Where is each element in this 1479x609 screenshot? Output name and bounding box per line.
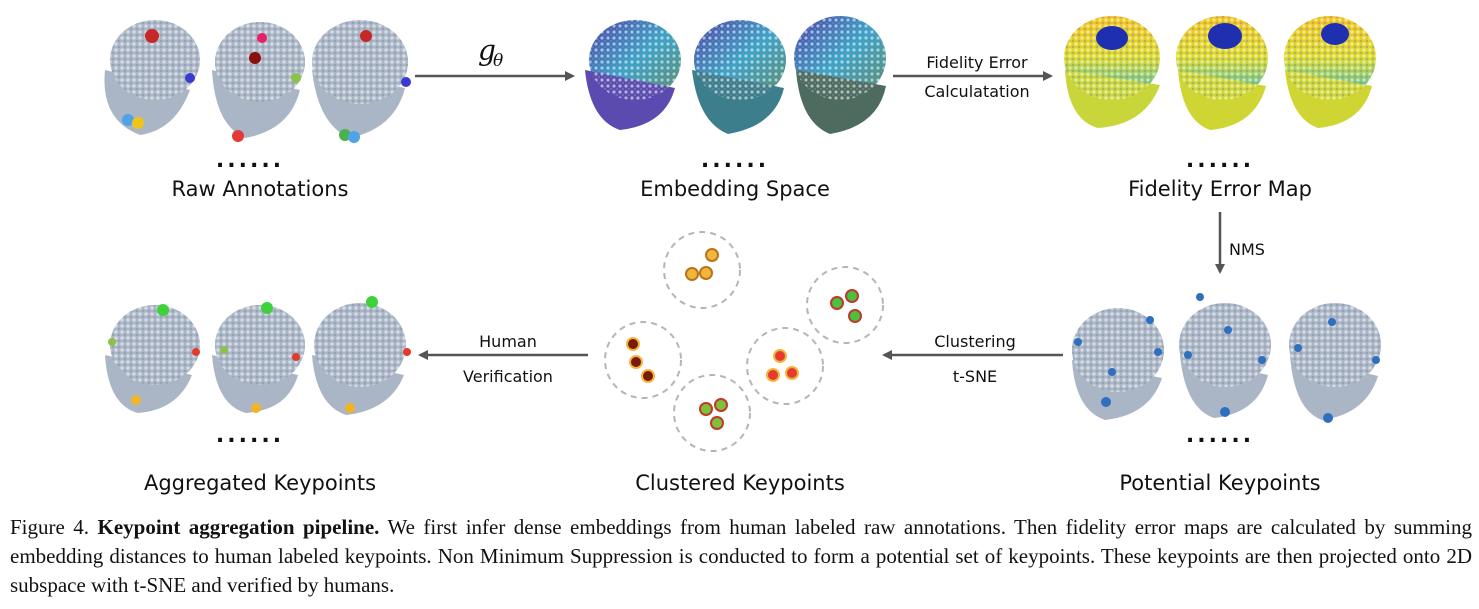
cap-cloud-embed-3: [794, 16, 886, 134]
cap-cloud-raw-1: [104, 20, 200, 135]
cluster-darkred: [604, 321, 682, 399]
caption-text: We first infer dense embeddings from hum…: [10, 515, 1473, 597]
embed-ellipsis: ......: [701, 148, 769, 173]
embedding-space-label: Embedding Space: [640, 177, 830, 201]
aggregated-keypoint-green: [261, 302, 273, 314]
cap-cloud-embed-1: [585, 20, 681, 130]
caption-prefix: Figure 4.: [10, 515, 90, 539]
keypoint-green-marker: [339, 129, 351, 141]
embedding-space-node: ...... Embedding Space: [585, 16, 886, 201]
clustering-edge: Clustering t-SNE: [882, 332, 1063, 386]
keypoint-red-marker: [232, 130, 244, 142]
potential-keypoint-marker: [1074, 338, 1082, 346]
cap-cloud-fidelity-3: [1284, 16, 1376, 128]
human-verification-edge: Human Verification: [418, 332, 588, 386]
potential-keypoint-marker: [1101, 397, 1111, 407]
potential-keypoint-marker: [1323, 413, 1333, 423]
low-error-region: [1096, 26, 1128, 50]
aggregated-keypoint-lime: [220, 346, 228, 354]
raw-annotations-node: ...... Raw Annotations: [104, 20, 411, 201]
aggregated-keypoint-red: [292, 353, 300, 361]
aggregated-keypoint-yellow: [345, 403, 355, 413]
aggregated-ellipsis: ......: [216, 423, 284, 448]
nms-label: NMS: [1229, 240, 1265, 259]
g-theta-subscript: θ: [493, 51, 503, 71]
aggregated-keypoints-node: ...... Aggregated Keypoints: [105, 296, 411, 495]
cap-cloud-potential-2: [1179, 293, 1271, 418]
aggregated-keypoints-label: Aggregated Keypoints: [144, 471, 376, 495]
human-label-line1: Human: [479, 332, 537, 351]
raw-annotations-label: Raw Annotations: [172, 177, 349, 201]
g-theta-symbol: g: [478, 34, 496, 67]
clustered-keypoints-label: Clustered Keypoints: [635, 471, 845, 495]
g-theta-edge: g θ: [415, 34, 575, 81]
fidelity-error-map-label: Fidelity Error Map: [1128, 177, 1312, 201]
nms-edge: NMS: [1215, 212, 1265, 274]
potential-keypoints-label: Potential Keypoints: [1119, 471, 1320, 495]
cap-cloud-potential-3: [1289, 303, 1381, 423]
potential-keypoint-marker: [1294, 344, 1302, 352]
aggregated-keypoint-red: [192, 348, 200, 356]
potential-keypoint-marker: [1146, 316, 1154, 324]
keypoint-blue-marker: [348, 131, 360, 143]
cap-cloud-raw-3: [312, 20, 411, 143]
keypoint-indigo-marker: [401, 77, 411, 87]
aggregated-keypoint-yellow: [251, 403, 261, 413]
fidelity-calc-edge: Fidelity Error Calculatation: [893, 53, 1053, 101]
cluster-orange: [663, 231, 741, 309]
keypoint-pink-marker: [257, 33, 267, 43]
clustering-label-line1: Clustering: [934, 332, 1016, 351]
cap-cloud-aggregated-1: [105, 304, 200, 413]
potential-keypoint-marker: [1154, 348, 1162, 356]
aggregated-keypoint-green: [157, 304, 169, 316]
cap-cloud-fidelity-1: [1064, 16, 1160, 128]
aggregated-keypoint-lime: [108, 338, 116, 346]
clustering-label-line2: t-SNE: [953, 367, 997, 386]
cap-cloud-fidelity-2: [1176, 16, 1268, 130]
keypoint-darkred-marker: [249, 52, 261, 64]
potential-keypoint-marker: [1328, 318, 1336, 326]
fidelity-ellipsis: ......: [1186, 148, 1254, 173]
cap-cloud-potential-1: [1072, 308, 1164, 420]
cap-cloud-aggregated-3: [312, 296, 411, 415]
aggregated-keypoint-yellow: [131, 395, 141, 405]
keypoint-red-marker: [360, 30, 372, 42]
keypoint-green-marker: [291, 73, 301, 83]
cap-cloud-aggregated-2: [212, 302, 305, 413]
figure-caption: Figure 4. Keypoint aggregation pipeline.…: [10, 513, 1472, 600]
fidelity-error-map-node: ...... Fidelity Error Map: [1064, 16, 1376, 201]
cap-cloud-raw-2: [212, 22, 305, 142]
clustered-keypoints-node: Clustered Keypoints: [604, 231, 884, 495]
keypoint-pipeline-diagram: ...... Raw Annotations g θ ...... Embedd…: [104, 16, 1381, 495]
keypoint-yellow-marker: [132, 117, 144, 129]
potential-keypoint-marker: [1196, 293, 1204, 301]
potential-keypoints-node: ...... Potential Keypoints: [1072, 293, 1381, 495]
potential-ellipsis: ......: [1186, 423, 1254, 448]
potential-keypoint-marker: [1184, 351, 1192, 359]
low-error-region: [1208, 23, 1242, 49]
keypoint-indigo-marker: [185, 73, 195, 83]
fidelity-calc-label-line2: Calculatation: [924, 82, 1029, 101]
aggregated-keypoint-red: [403, 348, 411, 356]
raw-ellipsis: ......: [216, 148, 284, 173]
cluster-green: [806, 266, 884, 344]
cap-cloud-embed-2: [692, 20, 786, 134]
potential-keypoint-marker: [1224, 326, 1232, 334]
potential-keypoint-marker: [1108, 368, 1116, 376]
potential-keypoint-marker: [1372, 356, 1380, 364]
potential-keypoint-marker: [1258, 356, 1266, 364]
fidelity-calc-label-line1: Fidelity Error: [926, 53, 1028, 72]
keypoint-red-marker: [145, 29, 159, 43]
potential-keypoint-marker: [1220, 407, 1230, 417]
human-label-line2: Verification: [463, 367, 553, 386]
cluster-red: [746, 327, 824, 405]
cluster-lime: [673, 374, 751, 452]
aggregated-keypoint-green: [366, 296, 378, 308]
caption-title: Keypoint aggregation pipeline.: [97, 515, 380, 539]
keypoint-blue-marker: [122, 114, 134, 126]
low-error-region: [1321, 23, 1349, 45]
